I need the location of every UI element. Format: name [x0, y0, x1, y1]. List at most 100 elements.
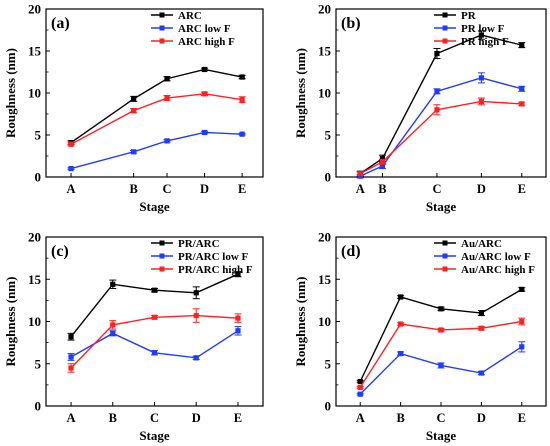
chart-panel-4: 0 5 10 15 20 A B C D E Stage Roughness (nm) (d) Au/AR…	[293, 230, 547, 443]
data-point	[110, 330, 116, 336]
data-point	[519, 286, 525, 292]
series-line	[70, 93, 243, 145]
data-point	[201, 91, 208, 97]
series-line	[70, 131, 243, 170]
y-tick-label: 15	[28, 272, 42, 287]
x-tick-label: D	[200, 182, 209, 196]
x-tick-label: B	[396, 411, 404, 425]
y-tick-label: 5	[325, 356, 332, 371]
y-axis-title: Roughness (nm)	[293, 48, 308, 138]
data-point	[438, 306, 444, 312]
x-tick-label: A	[356, 182, 365, 196]
data-point	[434, 107, 440, 113]
data-point	[519, 101, 525, 107]
y-tick-label: 20	[318, 230, 331, 245]
y-tick-label: 15	[318, 44, 332, 59]
legend-label: ARC high F	[178, 36, 235, 48]
series-1	[356, 30, 526, 177]
data-point	[357, 378, 363, 385]
series-line	[70, 68, 243, 144]
x-axis-title: Stage	[139, 199, 170, 214]
y-tick-label: 5	[35, 356, 42, 371]
data-point	[235, 315, 241, 321]
data-point	[519, 344, 525, 350]
data-point	[478, 370, 484, 376]
y-tick-label: 0	[35, 399, 42, 414]
series-2	[67, 129, 246, 172]
series-1	[67, 66, 246, 146]
data-point	[379, 163, 386, 169]
legend-marker	[442, 266, 448, 272]
y-tick-label: 0	[35, 170, 42, 185]
x-tick-label: E	[518, 182, 526, 196]
series-1	[67, 271, 242, 341]
series-3	[356, 317, 526, 391]
legend-label: PR/ARC	[178, 238, 220, 250]
data-point	[519, 318, 525, 325]
chart-panel-3: 0 5 10 15 20 A B C D E Stage Roughness (nm) (c) PR/AR…	[3, 230, 264, 443]
legend-marker	[442, 12, 448, 18]
data-point	[131, 96, 137, 102]
y-tick-label: 10	[318, 86, 331, 101]
x-tick-label: C	[163, 182, 172, 196]
y-tick-label: 0	[325, 399, 332, 414]
series-line	[70, 273, 239, 338]
data-point	[131, 108, 137, 114]
data-point	[434, 88, 440, 94]
legend-marker	[159, 240, 165, 246]
panel-label: (c)	[51, 243, 69, 260]
legend-label: PR low F	[461, 23, 505, 35]
legend-marker	[442, 240, 448, 246]
panel-label: (b)	[341, 15, 361, 32]
data-point	[193, 355, 199, 361]
data-point	[193, 290, 199, 296]
y-tick-label: 10	[28, 86, 41, 101]
legend-label: PR/ARC low F	[178, 251, 249, 263]
y-tick-label: 5	[325, 128, 332, 143]
data-point	[398, 294, 404, 300]
data-point	[379, 155, 386, 162]
data-point	[239, 131, 245, 137]
y-axis-title: Roughness (nm)	[3, 48, 18, 138]
data-point	[239, 74, 245, 80]
data-point	[357, 391, 363, 397]
data-point	[235, 271, 241, 277]
legend-label: ARC	[178, 10, 202, 22]
legend-marker	[442, 25, 448, 31]
data-point	[519, 42, 525, 48]
legend-label: ARC low F	[178, 23, 231, 35]
series-3	[356, 97, 526, 177]
data-point	[68, 334, 74, 340]
series-1	[356, 286, 526, 385]
x-axis-title: Stage	[139, 428, 170, 443]
data-point	[398, 351, 404, 357]
data-point	[151, 314, 158, 320]
x-axis-title: Stage	[426, 428, 457, 443]
x-tick-label: E	[518, 411, 526, 425]
legend-label: PR high F	[461, 36, 509, 48]
data-point	[164, 76, 170, 82]
x-tick-label: E	[234, 411, 242, 425]
series-2	[67, 326, 242, 361]
data-point	[110, 322, 116, 328]
panel-label: (a)	[51, 15, 70, 32]
x-tick-label: C	[436, 411, 445, 425]
x-tick-label: B	[109, 411, 117, 425]
x-tick-label: B	[129, 182, 137, 196]
data-point	[68, 166, 74, 172]
series-3	[67, 91, 246, 147]
legend-marker	[442, 38, 448, 44]
x-tick-label: B	[378, 182, 386, 196]
data-point	[519, 86, 525, 92]
x-tick-label: E	[238, 182, 246, 196]
x-tick-label: C	[150, 411, 159, 425]
y-tick-label: 0	[325, 170, 332, 185]
series-line	[359, 346, 523, 395]
x-tick-label: A	[356, 411, 365, 425]
data-point	[478, 310, 484, 316]
data-point	[438, 362, 444, 369]
data-point	[151, 287, 158, 293]
